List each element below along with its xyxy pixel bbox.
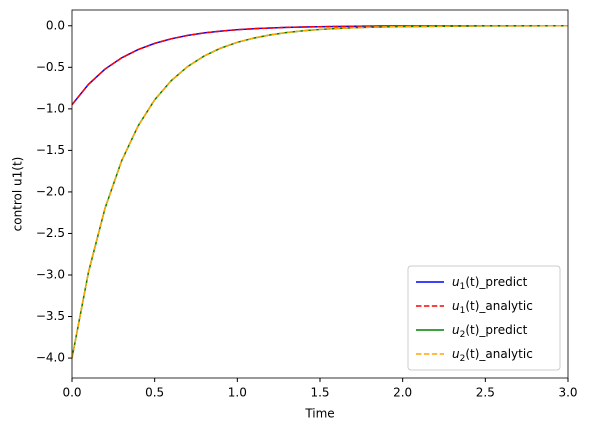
line-series bbox=[71, 25, 568, 106]
legend-label: u1(t)_predict bbox=[452, 275, 528, 292]
legend-label: u2(t)_analytic bbox=[452, 347, 533, 364]
x-tick-label: 3.0 bbox=[558, 386, 577, 400]
y-tick-label: 0.0 bbox=[46, 18, 65, 32]
plot-frame bbox=[71, 9, 569, 379]
x-tick-label: 2.5 bbox=[476, 386, 495, 400]
y-axis-label: control u1(t) bbox=[11, 157, 25, 232]
x-tick-label: 0.0 bbox=[62, 386, 81, 400]
y-tick-label: −1.0 bbox=[36, 101, 65, 115]
x-tick-label: 1.5 bbox=[310, 386, 329, 400]
y-tick-label: −3.5 bbox=[36, 309, 65, 323]
y-tick-label: −2.0 bbox=[36, 184, 65, 198]
y-tick-label: −2.5 bbox=[36, 226, 65, 240]
legend-label: u1(t)_analytic bbox=[452, 299, 533, 316]
line-series bbox=[71, 25, 569, 359]
x-tick-label: 0.5 bbox=[145, 386, 164, 400]
y-tick-label: −3.0 bbox=[36, 267, 65, 281]
legend-box bbox=[407, 265, 561, 371]
y-tick-label: −0.5 bbox=[36, 60, 65, 74]
x-tick-label: 2.0 bbox=[393, 386, 412, 400]
legend-label: u2(t)_predict bbox=[452, 323, 528, 340]
x-tick-label: 1.0 bbox=[228, 386, 247, 400]
y-tick-label: −4.0 bbox=[36, 351, 65, 365]
line-series bbox=[71, 25, 568, 106]
x-axis-label: Time bbox=[304, 407, 334, 421]
y-tick-label: −1.5 bbox=[36, 143, 65, 157]
